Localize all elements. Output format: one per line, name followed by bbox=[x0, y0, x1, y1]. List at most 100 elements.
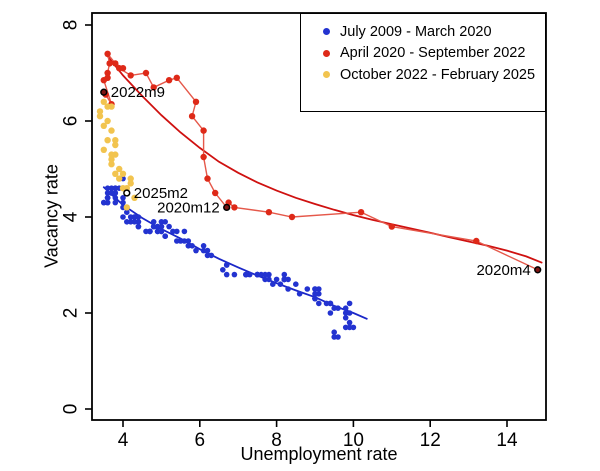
scatter-point-series-0 bbox=[281, 276, 288, 283]
scatter-point-series-0 bbox=[181, 228, 188, 235]
scatter-point-series-1 bbox=[119, 65, 127, 72]
scatter-point-series-0 bbox=[150, 223, 157, 230]
scatter-point-series-0 bbox=[193, 247, 199, 254]
scatter-point-series-1 bbox=[200, 127, 207, 134]
scatter-point-series-2 bbox=[123, 204, 130, 211]
scatter-point-series-0 bbox=[262, 276, 268, 283]
scatter-point-series-1 bbox=[388, 223, 395, 230]
x-axis-title: Unemployment rate bbox=[240, 444, 398, 464]
scatter-point-series-0 bbox=[124, 219, 130, 225]
scatter-point-series-0 bbox=[135, 214, 142, 220]
scatter-point-series-0 bbox=[346, 310, 353, 316]
legend-item-yellow: October 2022 - February 2025 bbox=[323, 64, 545, 86]
scatter-point-series-0 bbox=[120, 199, 126, 206]
scatter-point-series-1 bbox=[106, 60, 113, 67]
scatter-point-series-1 bbox=[173, 74, 180, 82]
x-tick-label: 14 bbox=[496, 430, 518, 451]
scatter-point-series-1 bbox=[142, 69, 150, 77]
scatter-point-series-1 bbox=[127, 72, 134, 79]
scatter-point-series-0 bbox=[220, 267, 226, 273]
scatter-point-series-2 bbox=[131, 194, 138, 201]
scatter-point-series-2 bbox=[96, 113, 104, 120]
scatter-point-series-0 bbox=[312, 286, 318, 292]
scatter-point-series-0 bbox=[346, 300, 353, 307]
scatter-point-series-0 bbox=[312, 295, 318, 302]
scatter-point-series-2 bbox=[119, 170, 127, 177]
scatter-point-series-2 bbox=[104, 137, 111, 144]
scatter-point-series-0 bbox=[293, 281, 299, 288]
scatter-point-series-2 bbox=[127, 175, 134, 182]
annotation-marker-2020m12 bbox=[223, 203, 231, 212]
scatter-point-series-0 bbox=[104, 185, 111, 191]
scatter-point-series-2 bbox=[112, 141, 119, 149]
scatter-point-series-1 bbox=[357, 209, 365, 216]
scatter-point-series-1 bbox=[265, 209, 273, 216]
scatter-point-series-2 bbox=[104, 103, 111, 110]
scatter-point-series-2 bbox=[96, 108, 104, 115]
scatter-point-series-1 bbox=[165, 77, 173, 84]
blue-dot-icon bbox=[323, 28, 330, 36]
scatter-point-series-2 bbox=[116, 175, 123, 182]
scatter-point-series-0 bbox=[150, 219, 157, 225]
scatter-point-series-2 bbox=[108, 161, 115, 168]
scatter-point-series-0 bbox=[166, 223, 172, 230]
scatter-point-series-0 bbox=[143, 228, 149, 235]
y-tick-label: 8 bbox=[61, 20, 82, 31]
scatter-point-series-2 bbox=[119, 185, 127, 192]
scatter-point-series-0 bbox=[223, 271, 230, 278]
scatter-point-series-0 bbox=[342, 310, 349, 316]
scatter-point-series-0 bbox=[108, 185, 115, 191]
y-tick-label: 2 bbox=[61, 308, 82, 319]
annotation-label-2020m4: 2020m4 bbox=[476, 262, 530, 279]
scatter-point-series-1 bbox=[204, 175, 211, 182]
x-tick-label: 8 bbox=[271, 430, 282, 451]
scatter-point-series-0 bbox=[335, 334, 341, 340]
scatter-point-series-0 bbox=[104, 195, 111, 201]
scatter-point-series-0 bbox=[277, 281, 284, 288]
scatter-point-series-2 bbox=[108, 151, 115, 158]
annotation-label-2020m12: 2020m12 bbox=[157, 199, 220, 216]
scatter-point-series-0 bbox=[342, 315, 349, 321]
scatter-point-series-0 bbox=[331, 329, 338, 336]
scatter-point-series-2 bbox=[100, 98, 108, 106]
scatter-point-series-0 bbox=[127, 219, 134, 225]
scatter-point-series-0 bbox=[174, 228, 180, 235]
scatter-point-series-0 bbox=[327, 310, 334, 316]
scatter-point-series-0 bbox=[281, 271, 288, 278]
scatter-point-series-0 bbox=[135, 219, 142, 225]
scatter-point-series-0 bbox=[208, 252, 215, 259]
scatter-point-series-2 bbox=[112, 170, 119, 177]
scatter-point-series-1 bbox=[100, 77, 108, 84]
scatter-point-series-0 bbox=[331, 305, 338, 312]
scatter-point-series-0 bbox=[108, 190, 115, 196]
x-tick-label: 6 bbox=[195, 430, 206, 451]
scatter-point-series-0 bbox=[204, 247, 211, 254]
scatter-point-series-0 bbox=[162, 219, 168, 225]
scatter-point-series-0 bbox=[120, 195, 126, 201]
legend-item-blue: July 2009 - March 2020 bbox=[323, 21, 545, 43]
scatter-point-series-0 bbox=[223, 262, 230, 268]
scatter-point-series-2 bbox=[127, 180, 134, 187]
scatter-point-series-0 bbox=[342, 324, 349, 331]
scatter-point-series-2 bbox=[116, 165, 123, 173]
scatter-point-series-0 bbox=[104, 190, 111, 196]
scatter-point-series-1 bbox=[192, 98, 200, 106]
yellow-dot-icon bbox=[323, 71, 330, 79]
annotation-marker-2020m4 bbox=[534, 266, 542, 274]
scatter-point-series-0 bbox=[200, 247, 207, 254]
scatter-point-series-0 bbox=[162, 233, 168, 239]
scatter-point-series-0 bbox=[262, 271, 268, 278]
y-tick-label: 4 bbox=[61, 211, 82, 222]
red-fit-curve bbox=[106, 55, 543, 264]
scatter-point-series-2 bbox=[100, 122, 108, 129]
scatter-point-series-0 bbox=[101, 199, 107, 206]
scatter-point-series-0 bbox=[170, 228, 176, 235]
scatter-point-series-1 bbox=[112, 60, 119, 67]
scatter-point-series-1 bbox=[104, 50, 111, 57]
scatter-point-series-2 bbox=[108, 127, 115, 134]
scatter-point-series-0 bbox=[158, 223, 165, 230]
scatter-point-series-0 bbox=[189, 243, 195, 249]
legend-item-red: April 2020 - September 2022 bbox=[323, 43, 545, 65]
